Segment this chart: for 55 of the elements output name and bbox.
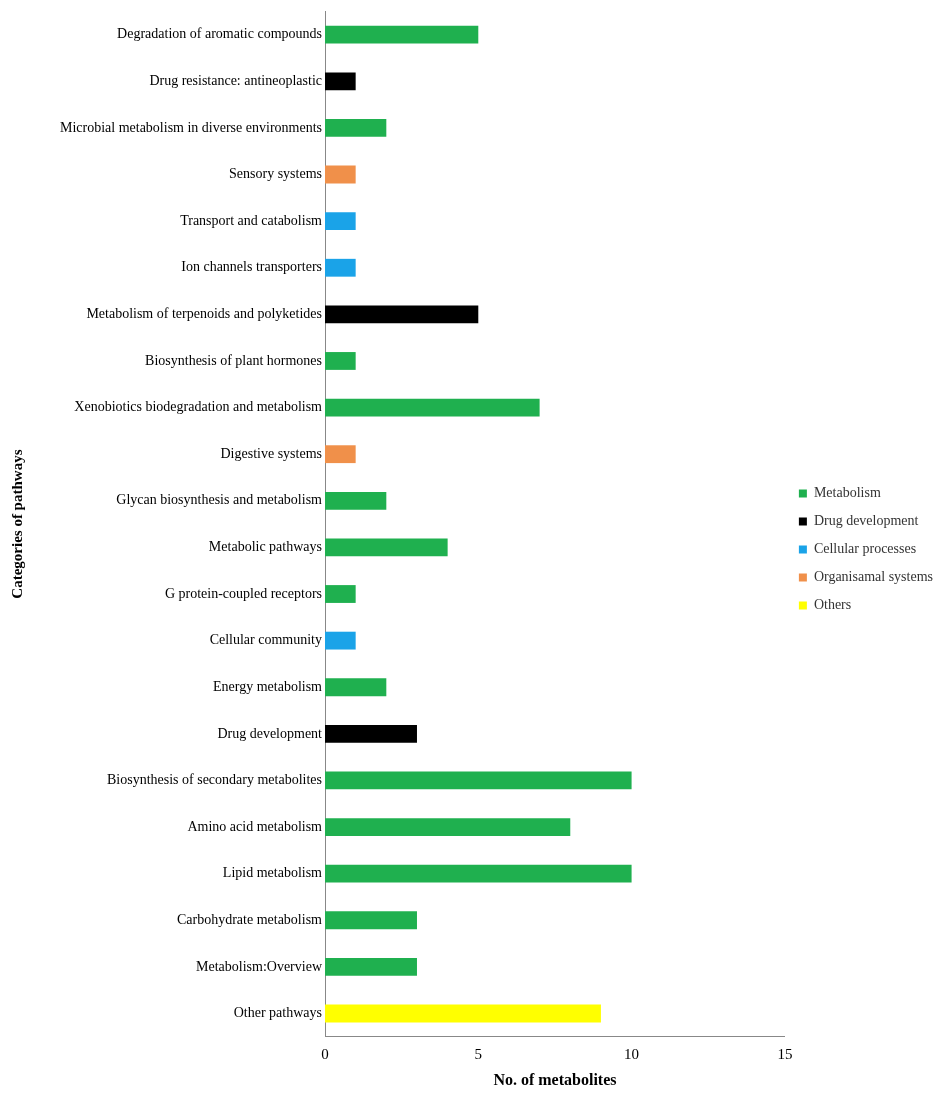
bar bbox=[325, 538, 448, 557]
y-tick-label: Drug development bbox=[217, 725, 323, 741]
y-tick-label: Amino acid metabolism bbox=[187, 818, 323, 834]
y-tick-label: Ion channels transporters bbox=[181, 259, 322, 275]
y-tick-label: Xenobiotics biodegradation and metabolism bbox=[74, 399, 323, 415]
bar bbox=[325, 72, 356, 91]
y-tick-label: Microbial metabolism in diverse environments bbox=[59, 119, 322, 135]
y-axis-title: Categories of pathways bbox=[8, 449, 25, 599]
x-tick-label: 10 bbox=[624, 1045, 640, 1062]
bar bbox=[325, 491, 387, 510]
bar bbox=[325, 352, 356, 370]
y-tick-label: Glycan biosynthesis and metabolism bbox=[116, 492, 323, 508]
y-tick-label: Energy metabolism bbox=[213, 678, 323, 694]
y-tick-label: Drug resistance: antineoplastic bbox=[149, 72, 322, 88]
legend-label: Metabolism bbox=[813, 485, 881, 501]
bar bbox=[325, 212, 356, 231]
bar bbox=[325, 957, 417, 976]
y-tick-label: Digestive systems bbox=[220, 445, 322, 461]
y-tick-label: Other pathways bbox=[233, 1005, 322, 1021]
x-tick-label: 15 bbox=[777, 1045, 793, 1062]
bar bbox=[325, 678, 387, 697]
x-tick-label: 5 bbox=[474, 1045, 483, 1062]
legend-label: Cellular processes bbox=[813, 541, 917, 557]
y-tick-label: Transport and catabolism bbox=[180, 212, 323, 228]
y-tick-label: Biosynthesis of plant hormones bbox=[145, 352, 322, 368]
bar bbox=[325, 631, 356, 650]
y-tick-label: Metabolic pathways bbox=[208, 539, 322, 555]
bar bbox=[325, 398, 540, 417]
y-tick-label: Sensory systems bbox=[229, 166, 322, 182]
x-axis-title: No. of metabolites bbox=[493, 1070, 617, 1088]
legend-label: Others bbox=[813, 597, 852, 613]
bar bbox=[325, 305, 479, 324]
bar bbox=[325, 445, 356, 464]
legend-label: Drug development bbox=[813, 513, 919, 529]
bar bbox=[325, 818, 571, 836]
bar bbox=[325, 1004, 601, 1023]
bar bbox=[325, 771, 632, 790]
bar bbox=[325, 165, 356, 184]
y-tick-label: G protein-coupled receptors bbox=[164, 585, 322, 601]
bar bbox=[325, 25, 479, 44]
y-tick-label: Metabolism:Overview bbox=[196, 958, 323, 974]
bar bbox=[325, 724, 417, 743]
x-tick-label: 0 bbox=[321, 1045, 329, 1062]
y-tick-label: Biosynthesis of secondary metabolites bbox=[106, 772, 322, 788]
y-tick-label: Degradation of aromatic compounds bbox=[117, 26, 322, 42]
y-tick-label: Carbohydrate metabolism bbox=[176, 911, 323, 927]
bar bbox=[325, 585, 356, 603]
bar bbox=[325, 119, 387, 137]
y-tick-label: Cellular community bbox=[209, 632, 322, 648]
bar bbox=[325, 911, 417, 930]
bar bbox=[325, 864, 632, 883]
y-tick-label: Lipid metabolism bbox=[222, 865, 323, 881]
bar bbox=[325, 258, 356, 277]
legend-label: Organisamal systems bbox=[813, 569, 934, 585]
y-tick-label: Metabolism of terpenoids and polyketides bbox=[86, 306, 322, 322]
